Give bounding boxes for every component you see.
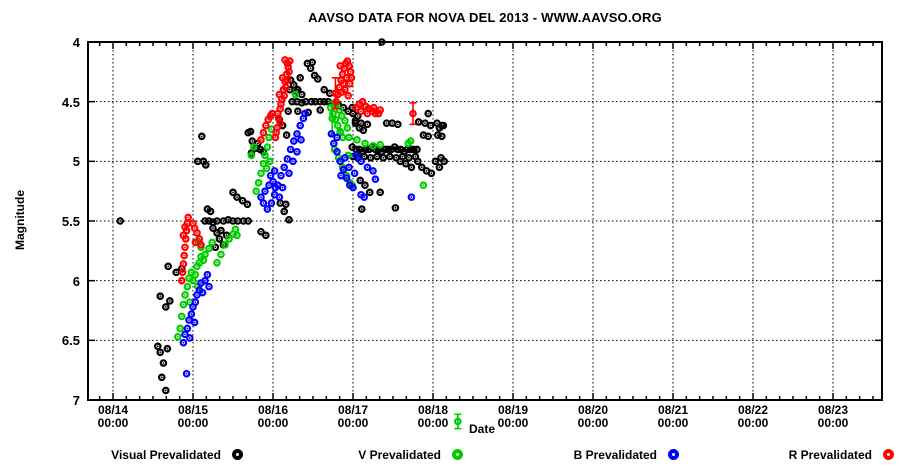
plot-area: [87, 38, 883, 430]
y-tick-label: 7: [72, 393, 80, 408]
x-tick-label: 08/17 00:00: [337, 403, 369, 430]
series-b-prevalidated: [179, 109, 416, 378]
x-tick-label: 08/22 00:00: [737, 403, 769, 430]
plot-canvas: [87, 38, 883, 430]
x-tick-label: 08/19 00:00: [497, 403, 529, 430]
y-tick-label: 6: [72, 273, 80, 289]
chart-title: AAVSO DATA FOR NOVA DEL 2013 - WWW.AAVSO…: [308, 10, 662, 25]
x-tick-label: 08/16 00:00: [257, 403, 289, 430]
x-tick-label: 08/18 00:00: [417, 403, 449, 430]
legend-marker-visual-icon: [232, 449, 243, 460]
legend-label-r: R Prevalidated: [788, 448, 872, 462]
x-axis-title: Date: [469, 422, 496, 436]
y-tick-label: 5.5: [61, 214, 80, 229]
x-tick-label: 08/14 00:00: [97, 403, 129, 430]
x-tick-label: 08/23 00:00: [817, 403, 849, 430]
y-tick-label: 6.5: [61, 333, 80, 349]
legend-marker-v-icon: [452, 449, 463, 460]
plot-border: [87, 41, 883, 401]
legend-label-v: V Prevalidated: [358, 448, 441, 462]
legend-label-b: B Prevalidated: [573, 448, 657, 462]
legend-marker-r-icon: [883, 449, 894, 460]
y-tick-label: 4: [72, 35, 80, 50]
series-visual-prevalidated: [116, 38, 449, 395]
y-axis-title: Magnitude: [13, 190, 27, 250]
x-tick-label: 08/20 00:00: [577, 403, 609, 430]
x-tick-label: 08/21 00:00: [657, 403, 689, 430]
x-tick-label: 08/15 00:00: [177, 403, 209, 430]
legend-label-visual: Visual Prevalidated: [111, 448, 221, 462]
y-tick-label: 4.5: [61, 94, 80, 110]
legend-marker-b-icon: [668, 449, 679, 460]
stray-clipped-point: [453, 413, 462, 430]
y-tick-label: 5: [72, 154, 80, 170]
series-r-prevalidated: [178, 56, 417, 285]
